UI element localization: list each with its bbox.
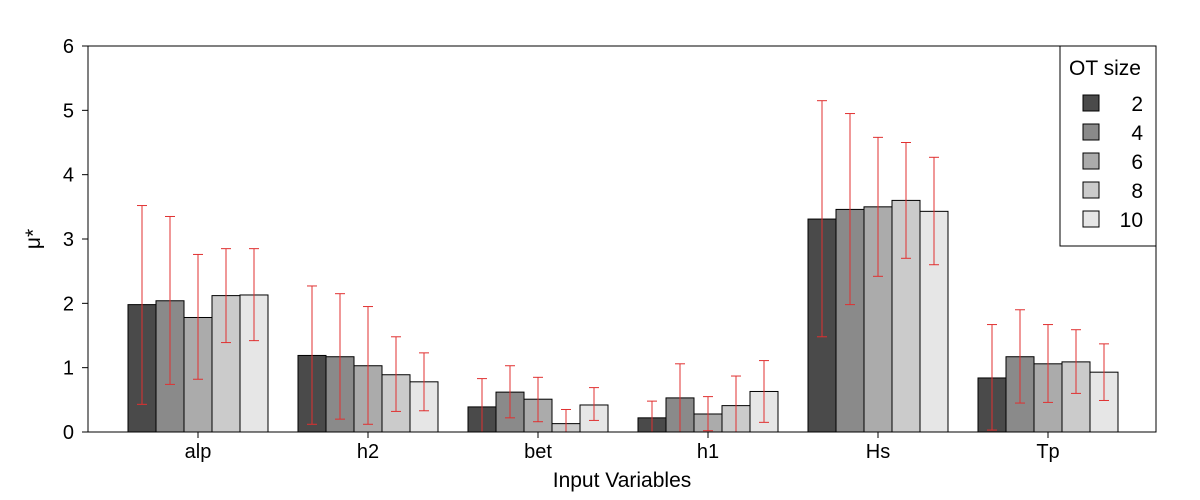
error-bar-Tp-4 bbox=[1015, 309, 1025, 404]
legend-label-2: 2 bbox=[1131, 93, 1143, 116]
error-bar-alp-4 bbox=[165, 215, 175, 385]
x-tick-label-h1: h1 bbox=[697, 441, 719, 463]
y-tick-label-4: 4 bbox=[63, 165, 74, 187]
error-bar-Tp-8 bbox=[1071, 329, 1081, 394]
legend: OT size 2 4 6 8 10 bbox=[1059, 45, 1157, 247]
legend-box bbox=[1059, 45, 1157, 247]
legend-swatch-2 bbox=[1082, 94, 1100, 112]
y-axis-title: μ* bbox=[22, 229, 45, 249]
error-bar-bet-4 bbox=[505, 365, 515, 419]
error-bar-alp-2 bbox=[137, 205, 147, 405]
error-bar-alp-8 bbox=[221, 248, 231, 344]
error-bar-h2-4 bbox=[335, 293, 345, 420]
legend-swatch-8 bbox=[1082, 181, 1100, 199]
error-bar-Hs-6 bbox=[873, 136, 883, 277]
x-axis: alp h2 bet h1 Hs Tp bbox=[185, 432, 1060, 463]
legend-label-6: 6 bbox=[1131, 151, 1143, 174]
error-bar-h1-10 bbox=[759, 360, 769, 423]
legend-swatch-4 bbox=[1082, 123, 1100, 141]
error-bar-bet-6 bbox=[533, 376, 543, 423]
legend-swatch-10 bbox=[1082, 210, 1100, 228]
x-tick-label-h2: h2 bbox=[357, 441, 379, 463]
x-tick-label-alp: alp bbox=[185, 441, 212, 463]
error-bar-h1-6 bbox=[703, 396, 713, 432]
error-bars-layer bbox=[137, 100, 1109, 433]
error-bar-Tp-2 bbox=[987, 324, 997, 431]
error-bar-Tp-6 bbox=[1043, 324, 1053, 403]
legend-swatch-6 bbox=[1082, 152, 1100, 170]
error-bar-alp-6 bbox=[193, 253, 203, 380]
y-tick-label-1: 1 bbox=[63, 358, 74, 380]
error-bar-Hs-2 bbox=[817, 100, 827, 338]
error-bar-Tp-10 bbox=[1099, 343, 1109, 401]
error-bar-alp-10 bbox=[249, 248, 259, 342]
error-bar-bet-10 bbox=[589, 387, 599, 421]
error-bar-Hs-4 bbox=[845, 113, 855, 306]
y-tick-label-0: 0 bbox=[63, 422, 74, 444]
error-bar-Hs-8 bbox=[901, 142, 911, 259]
y-tick-label-3: 3 bbox=[63, 229, 74, 251]
y-axis: 0 1 2 3 4 5 6 bbox=[63, 36, 88, 444]
y-tick-label-2: 2 bbox=[63, 293, 74, 315]
error-bar-h2-2 bbox=[307, 285, 317, 425]
error-bar-h2-10 bbox=[419, 352, 429, 412]
legend-label-8: 8 bbox=[1131, 180, 1143, 203]
x-tick-label-Hs: Hs bbox=[866, 441, 890, 463]
x-tick-label-bet: bet bbox=[524, 441, 552, 463]
legend-title: OT size bbox=[1069, 57, 1141, 80]
x-axis-title: Input Variables bbox=[553, 469, 692, 492]
y-tick-label-6: 6 bbox=[63, 36, 74, 58]
error-bar-Hs-10 bbox=[929, 156, 939, 266]
legend-label-4: 4 bbox=[1131, 122, 1143, 145]
x-tick-label-Tp: Tp bbox=[1036, 441, 1059, 463]
y-tick-label-5: 5 bbox=[63, 100, 74, 122]
error-bar-h2-8 bbox=[391, 336, 401, 412]
error-bar-h2-6 bbox=[363, 306, 373, 425]
bars-layer bbox=[127, 199, 1119, 433]
legend-label-10: 10 bbox=[1120, 209, 1143, 232]
